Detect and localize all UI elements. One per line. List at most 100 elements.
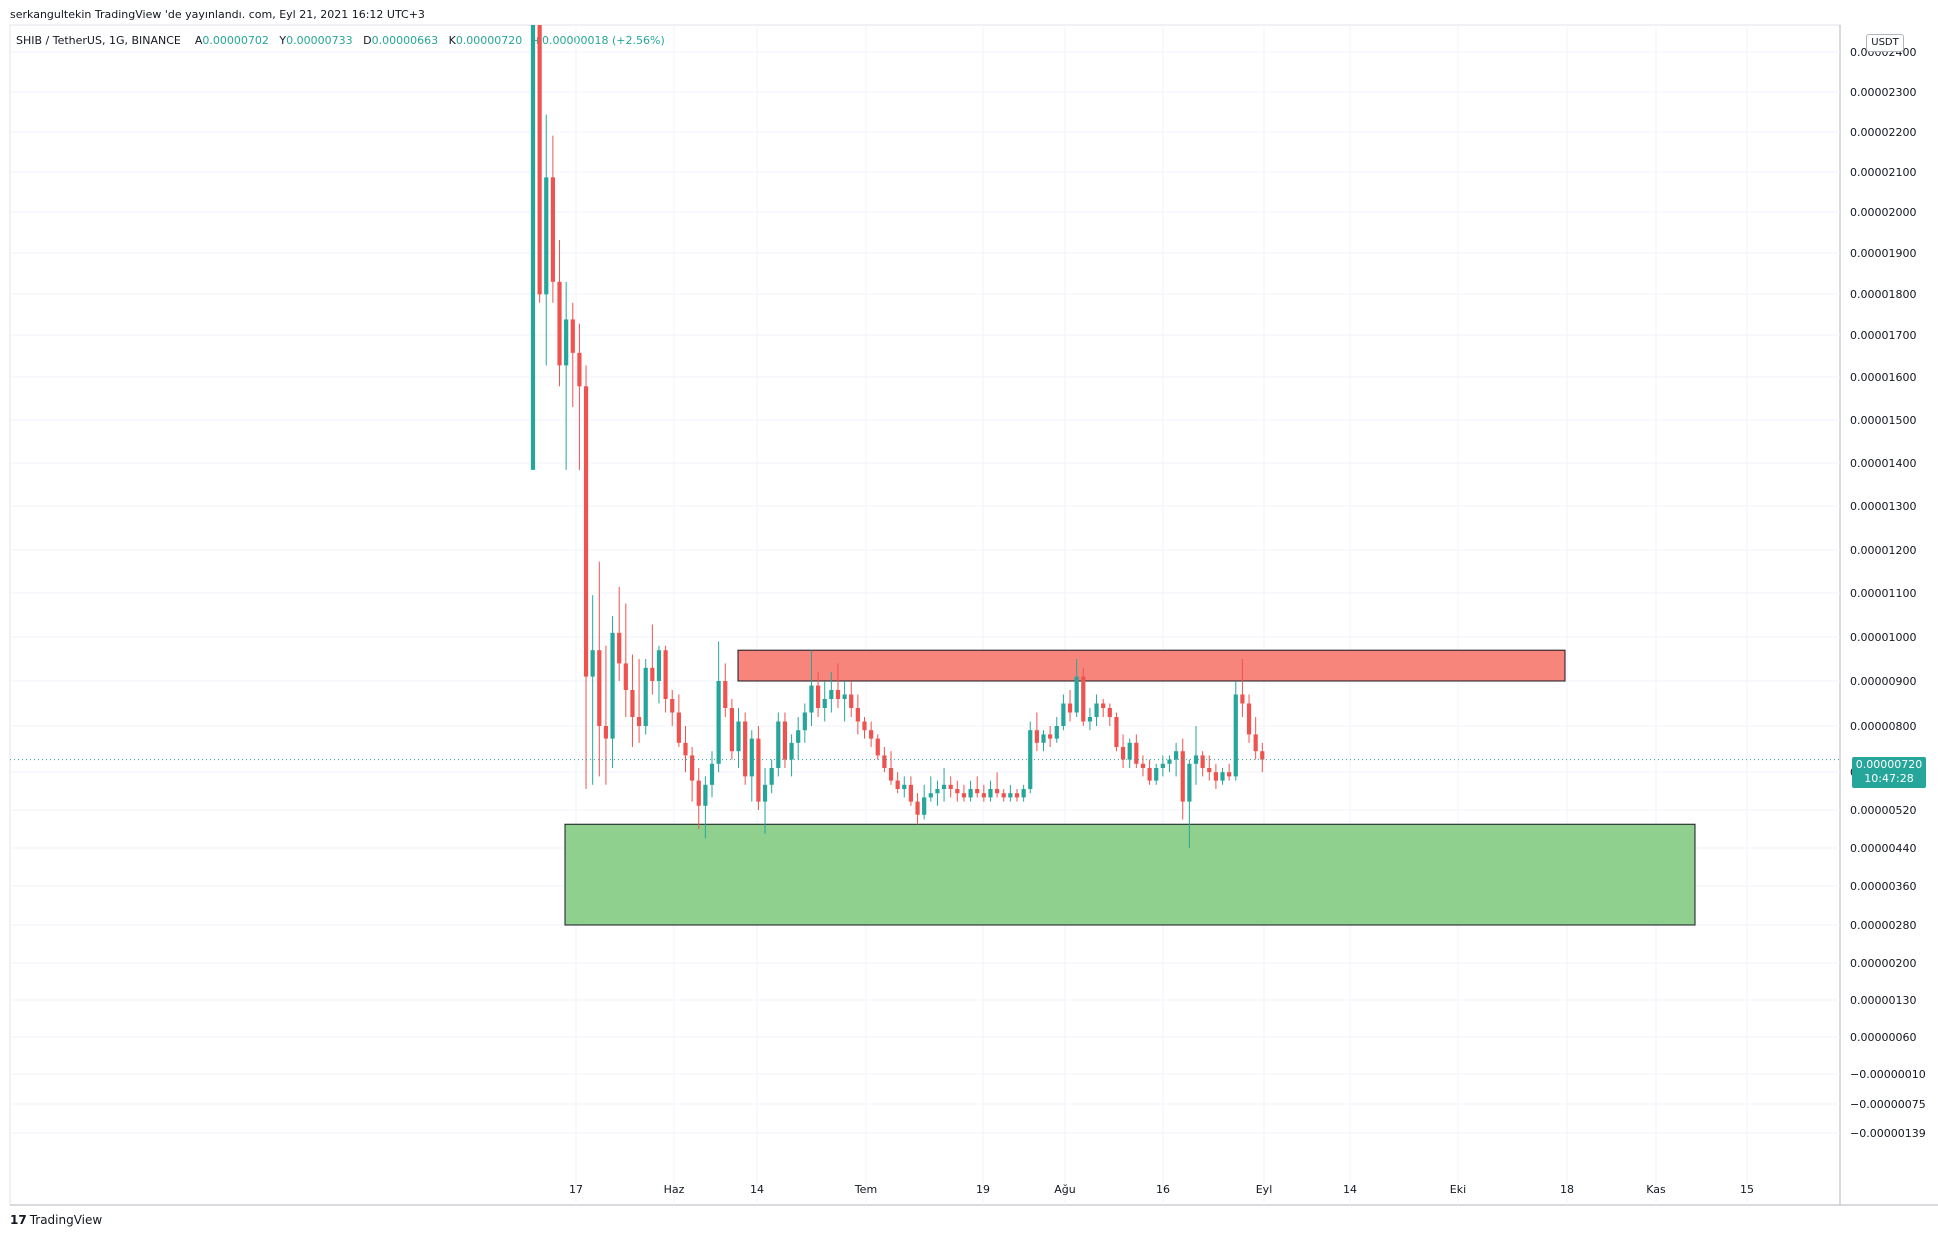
candle-body — [1240, 694, 1245, 704]
candle-body — [1054, 726, 1059, 739]
low-value: 0.00000663 — [371, 34, 439, 47]
candle-body — [564, 319, 569, 366]
time-tick-label: Eki — [1450, 1183, 1466, 1196]
time-tick-label: Kas — [1646, 1183, 1666, 1196]
candle-body — [895, 780, 900, 789]
candle-body — [736, 721, 741, 752]
candle-body — [1127, 742, 1132, 760]
candle-body — [623, 663, 628, 690]
candle-body — [1187, 763, 1192, 802]
support-zone — [564, 823, 1696, 926]
candle-body — [875, 738, 880, 756]
candle-body — [544, 177, 549, 295]
candle-body — [1253, 734, 1258, 752]
time-tick-label: 14 — [750, 1183, 764, 1196]
time-tick-label: Ağu — [1054, 1183, 1075, 1196]
candle-body — [630, 690, 635, 717]
candle-body — [1074, 676, 1079, 713]
candle-body — [1134, 742, 1139, 764]
open-value: 0.00000702 — [202, 34, 269, 47]
candle-body — [663, 650, 668, 699]
candle-body — [829, 690, 834, 699]
candle-body — [603, 726, 609, 739]
candle-body — [1107, 708, 1112, 717]
price-tick-label: 0.00000440 — [1850, 842, 1916, 855]
candle-body — [809, 685, 814, 713]
candle-body — [636, 717, 642, 726]
price-tick-label: 0.00001300 — [1850, 500, 1916, 513]
candle-body — [690, 755, 695, 781]
currency-badge[interactable]: USDT — [1866, 34, 1904, 52]
price-tick-label: 0.00002200 — [1850, 126, 1916, 139]
candle-body — [1021, 789, 1026, 798]
candle-body — [849, 694, 854, 708]
price-tick-label: 0.00000200 — [1850, 957, 1916, 970]
candle-body — [1140, 763, 1146, 768]
candle-body — [822, 699, 827, 708]
candle-body — [935, 789, 940, 794]
candle-body — [1160, 763, 1165, 768]
last-price-tag: 0.00000720 10:47:28 — [1852, 757, 1926, 788]
time-tick-label: 16 — [1156, 1183, 1170, 1196]
candle-body — [1193, 755, 1199, 764]
candle-body — [676, 712, 681, 743]
candle-body — [1114, 717, 1119, 747]
price-tick-label: 0.00001700 — [1850, 329, 1916, 342]
candle-body — [683, 742, 688, 756]
price-tick-label: 0.00001500 — [1850, 414, 1916, 427]
candle-body — [776, 721, 781, 768]
resistance-zone — [737, 649, 1566, 682]
candle-body — [670, 699, 675, 713]
candle-body — [1014, 793, 1020, 798]
candle-body — [1081, 676, 1086, 722]
candle-body — [961, 793, 967, 798]
candle-body — [941, 784, 947, 789]
price-tick-label: 0.00000800 — [1850, 720, 1916, 733]
candle-body — [1227, 772, 1232, 777]
candle-body — [537, 25, 542, 295]
candle-body — [995, 789, 1000, 794]
brand-name: TradingView — [29, 1213, 103, 1227]
candle-body — [882, 755, 887, 768]
candle-body — [902, 784, 907, 789]
price-tick-label: 0.00000280 — [1850, 919, 1916, 932]
candle-body — [716, 681, 721, 764]
price-tick-label: 0.00000360 — [1850, 880, 1916, 893]
price-tick-label: 0.00002000 — [1850, 206, 1916, 219]
candle-body — [1120, 747, 1126, 760]
candle-body — [1101, 703, 1106, 708]
tradingview-footer[interactable]: 𝟭𝟳 TradingView — [10, 1213, 102, 1227]
candle-body — [928, 793, 933, 798]
candle-body — [1034, 730, 1039, 743]
candle-body — [703, 784, 708, 806]
candle-body — [1094, 703, 1099, 717]
candle-body — [1067, 703, 1073, 713]
candle-body — [1207, 768, 1212, 773]
candle-body — [975, 789, 980, 794]
candle-body — [815, 685, 821, 708]
time-tick-label: 18 — [1560, 1183, 1574, 1196]
price-tick-label: 0.00000060 — [1850, 1031, 1916, 1044]
candle-body — [988, 789, 993, 798]
candle-body — [1200, 755, 1205, 768]
price-tick-label: 0.00000900 — [1850, 675, 1916, 688]
close-label: K — [448, 34, 456, 47]
candle-body — [643, 667, 648, 726]
candle-body — [530, 25, 536, 470]
time-tick-label: Haz — [664, 1183, 685, 1196]
candle-body — [749, 738, 754, 777]
candle-body — [842, 694, 847, 699]
candle-body — [610, 632, 615, 739]
candle-body — [1001, 793, 1006, 798]
candle-body — [723, 681, 728, 708]
candle-body — [590, 650, 595, 677]
candle-body — [835, 690, 841, 699]
candle-body — [650, 667, 655, 681]
candle-body — [696, 780, 701, 806]
candle-body — [1008, 793, 1013, 798]
price-tick-label: 0.00000520 — [1850, 804, 1916, 817]
price-tick-label: 0.00001800 — [1850, 288, 1916, 301]
candle-body — [597, 650, 602, 726]
candle-body — [557, 281, 562, 366]
